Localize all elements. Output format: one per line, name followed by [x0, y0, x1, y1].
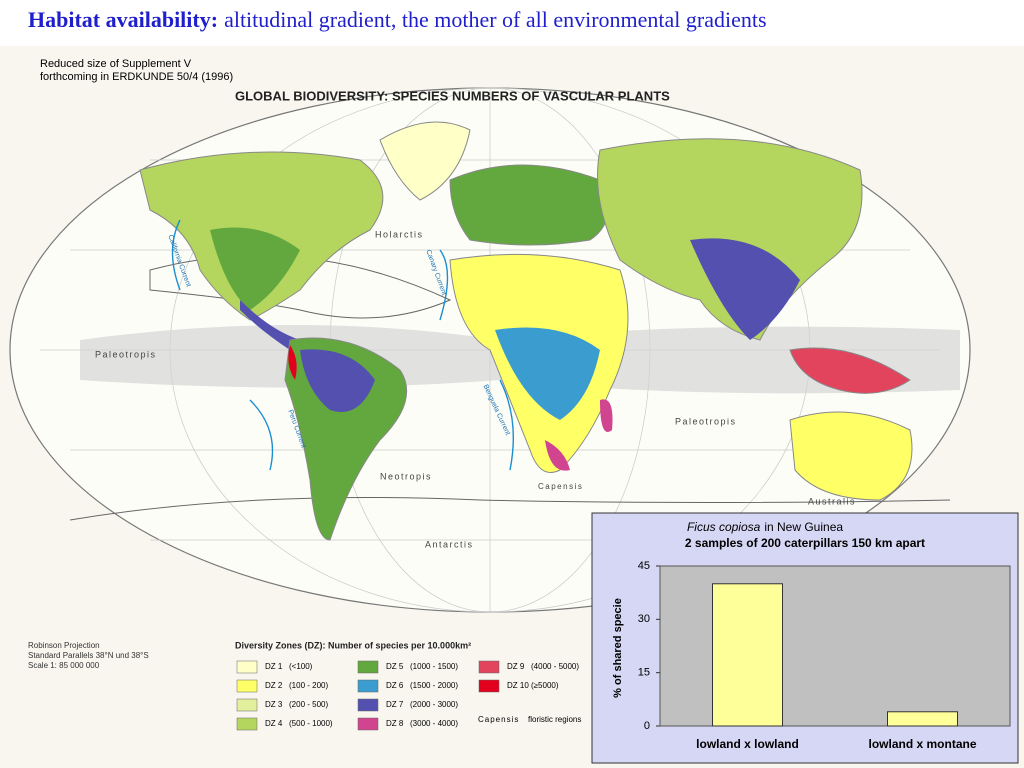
bar [712, 583, 783, 727]
region-label: Capensis [538, 482, 583, 491]
region-label: Paleotropis [95, 349, 157, 359]
legend-swatch [478, 679, 500, 693]
legend-swatch [236, 679, 258, 693]
chart-title-italic: Ficus copiosa [687, 520, 761, 534]
legend-swatch [236, 660, 258, 674]
legend-swatch [357, 660, 379, 674]
projection-line: Standard Parallels 38°N und 38°S [28, 651, 149, 660]
legend-swatch [357, 698, 379, 712]
current-arrows [171, 219, 514, 471]
legend-range: (4000 - 5000) [531, 662, 579, 671]
slide-title: Habitat availability: altitudinal gradien… [28, 7, 767, 32]
map-note: Reduced size of Supplement V [40, 58, 192, 70]
legend-name: DZ 9 [507, 662, 525, 671]
title-rest: altitudinal gradient, the mother of all … [224, 7, 767, 32]
legend-name: DZ 6 [386, 681, 404, 690]
chart-panel: Ficus copiosa in New Guinea 2 samples of … [591, 512, 1019, 764]
madagascar [600, 399, 613, 432]
region-boundary [69, 497, 951, 521]
map-legend: DZ 1 (<100) DZ 2 (100 - 200) DZ 3 (200 - 500)… [236, 660, 581, 731]
europe [449, 164, 609, 246]
title-bold: Habitat availability: [28, 7, 218, 32]
x-tick-label: lowland x lowland [696, 737, 799, 751]
region-label: Antarctis [425, 539, 474, 549]
indonesia [789, 347, 911, 394]
legend-range: (3000 - 4000) [410, 719, 458, 728]
projection-line: Scale 1: 85 000 000 [28, 661, 100, 670]
chart-title: Ficus copiosa in New Guinea [687, 520, 843, 534]
legend-swatch [357, 679, 379, 693]
central-america [240, 300, 300, 350]
projection-note: Robinson Projection Standard Parallels 3… [28, 641, 149, 670]
legend-name: DZ 10 [507, 681, 529, 690]
y-tick-label: 0 [644, 720, 650, 732]
amazon [300, 349, 375, 412]
legend-name: DZ 1 [265, 662, 283, 671]
south-asia [690, 238, 800, 340]
map: Reduced size of Supplement V forthcoming… [0, 46, 1024, 768]
legend-range: (500 - 1000) [289, 719, 333, 728]
region-label: Holarctis [375, 229, 424, 239]
legend-name: DZ 8 [386, 719, 404, 728]
region-label: Neotropis [380, 471, 432, 481]
legend-range: (100 - 200) [289, 681, 328, 690]
north-america-east [210, 227, 300, 310]
legend-swatch [357, 717, 379, 731]
africa-tropics [495, 327, 600, 420]
australia [789, 411, 913, 501]
region-labels: Holarctis Paleotropis Paleotropis Neotro… [95, 229, 856, 549]
legend-name: DZ 2 [265, 681, 283, 690]
floristic-label: floristic regions [528, 715, 581, 724]
legend-name: DZ 4 [265, 719, 283, 728]
bar [887, 711, 958, 727]
legend-swatch [236, 698, 258, 712]
legend-title: Diversity Zones (DZ): Number of species … [235, 640, 471, 650]
chart-title-rest: in New Guinea [764, 520, 843, 534]
map-title: GLOBAL BIODIVERSITY: SPECIES NUMBERS OF … [235, 88, 670, 103]
y-tick-label: 30 [638, 613, 650, 625]
legend-name: DZ 3 [265, 700, 283, 709]
andes [288, 345, 297, 380]
y-tick-label: 15 [638, 667, 650, 679]
region-label: Paleotropis [675, 416, 737, 426]
y-tick-label: 45 [638, 560, 650, 572]
region-label: Australis [808, 496, 856, 506]
map-note: forthcoming in ERDKUNDE 50/4 (1996) [40, 71, 233, 83]
legend-swatch [236, 717, 258, 731]
legend-range: (<100) [289, 662, 313, 671]
x-tick-label: lowland x montane [868, 737, 976, 751]
legend-range: (1000 - 1500) [410, 662, 458, 671]
legend-range: (2000 - 3000) [410, 700, 458, 709]
greenland [379, 121, 471, 201]
cape [545, 440, 570, 471]
legend-name: DZ 7 [386, 700, 404, 709]
legend-range: (≥5000) [531, 681, 559, 690]
y-axis-label: % of shared specie [612, 598, 624, 698]
legend-swatch [478, 660, 500, 674]
projection-line: Robinson Projection [28, 641, 100, 650]
floristic-name: Capensis [478, 715, 519, 724]
legend-range: (200 - 500) [289, 700, 328, 709]
legend-name: DZ 5 [386, 662, 404, 671]
chart-subtitle: 2 samples of 200 caterpillars 150 km apa… [685, 536, 925, 550]
legend-range: (1500 - 2000) [410, 681, 458, 690]
